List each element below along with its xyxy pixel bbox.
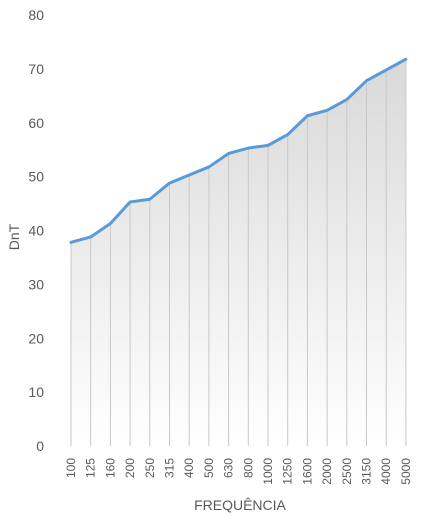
y-tick-label: 10 xyxy=(28,384,44,400)
x-tick-label: 200 xyxy=(123,458,137,478)
y-tick-label: 40 xyxy=(28,223,44,239)
x-tick-label: 160 xyxy=(103,458,117,478)
area-layer xyxy=(71,59,406,447)
x-tick-label: 400 xyxy=(182,458,196,478)
y-axis-label: DnT xyxy=(6,223,22,250)
x-tick-label: 800 xyxy=(241,458,255,478)
y-axis-ticks: 0 10 20 30 40 50 60 70 80 xyxy=(28,7,44,454)
x-tick-label: 630 xyxy=(222,458,236,478)
x-tick-label: 1600 xyxy=(300,458,314,485)
x-tick-label: 500 xyxy=(202,458,216,478)
y-tick-label: 20 xyxy=(28,330,44,346)
x-tick-label: 125 xyxy=(84,458,98,478)
x-axis-label: FREQUÊNCIA xyxy=(194,497,286,513)
y-tick-label: 80 xyxy=(28,7,44,23)
x-tick-label: 5000 xyxy=(399,458,413,485)
x-tick-label: 100 xyxy=(64,458,78,478)
x-axis-ticks: 100 125 160 200 250 315 400 500 630 800 1000 1250 16… xyxy=(64,458,413,485)
x-tick-label: 1250 xyxy=(281,458,295,485)
x-tick-label: 2000 xyxy=(320,458,334,485)
series-line xyxy=(69,57,408,244)
x-tick-label: 315 xyxy=(163,458,177,478)
x-tick-label: 1000 xyxy=(261,458,275,485)
line-layer xyxy=(69,57,408,244)
area-fill xyxy=(71,59,406,447)
y-tick-label: 0 xyxy=(36,438,44,454)
y-tick-label: 60 xyxy=(28,115,44,131)
x-tick-label: 4000 xyxy=(379,458,393,485)
y-tick-label: 50 xyxy=(28,169,44,185)
x-tick-label: 3150 xyxy=(360,458,374,485)
drop-lines xyxy=(70,59,407,446)
x-tick-label: 2500 xyxy=(340,458,354,485)
x-tick-label: 250 xyxy=(143,458,157,478)
y-tick-label: 30 xyxy=(28,276,44,292)
y-tick-label: 70 xyxy=(28,61,44,77)
